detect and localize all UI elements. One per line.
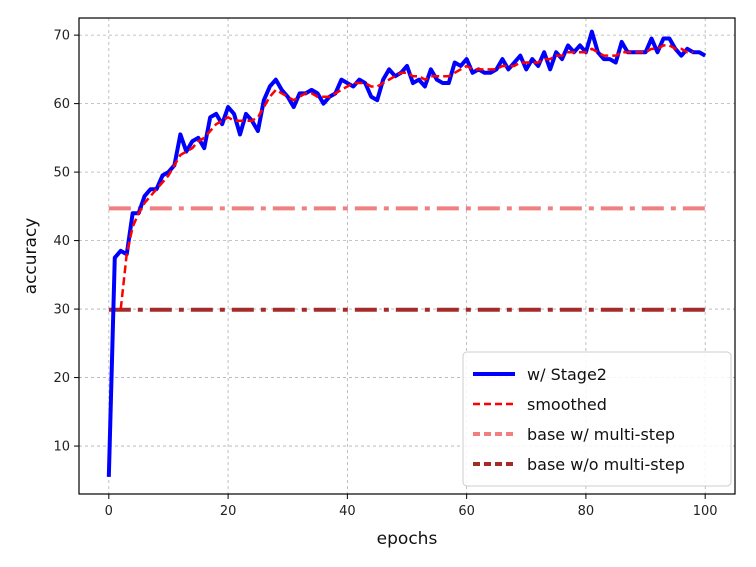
plot-frame	[78, 17, 736, 495]
y-axis-label: accuracy	[21, 218, 41, 295]
y-tick-label: 60	[53, 97, 70, 112]
series-line-w-stage2	[106, 29, 707, 477]
x-axis-label: epochs	[377, 529, 438, 549]
x-tick-label: 100	[693, 504, 718, 519]
y-tick-label: 30	[53, 303, 70, 318]
legend-label-base-w-o-multi-step: base w/o multi-step	[527, 455, 685, 474]
x-tick-label: 40	[339, 504, 356, 519]
x-tick-label: 60	[458, 504, 475, 519]
series-layer	[106, 29, 707, 477]
y-tick-label: 50	[53, 166, 70, 181]
y-tick-label: 40	[53, 234, 70, 249]
y-tick-label: 10	[53, 440, 70, 455]
legend: w/ Stage2 smoothed base w/ multi-step base …	[462, 351, 732, 487]
legend-box	[462, 351, 732, 487]
x-tick-label: 80	[578, 504, 595, 519]
y-tick-label: 70	[53, 29, 70, 44]
series-line-smoothed	[119, 44, 694, 310]
y-tick-label: 20	[53, 371, 70, 386]
x-tick-label: 20	[220, 504, 237, 519]
legend-label-smoothed: smoothed	[527, 395, 607, 414]
legend-label-base-w-multi-step: base w/ multi-step	[527, 425, 675, 444]
ticks: 0 20 40 60 80 100 10 20 30 40 50 60 70	[53, 29, 717, 519]
x-tick-label: 0	[105, 504, 113, 519]
legend-label-w-stage2: w/ Stage2	[527, 365, 607, 384]
